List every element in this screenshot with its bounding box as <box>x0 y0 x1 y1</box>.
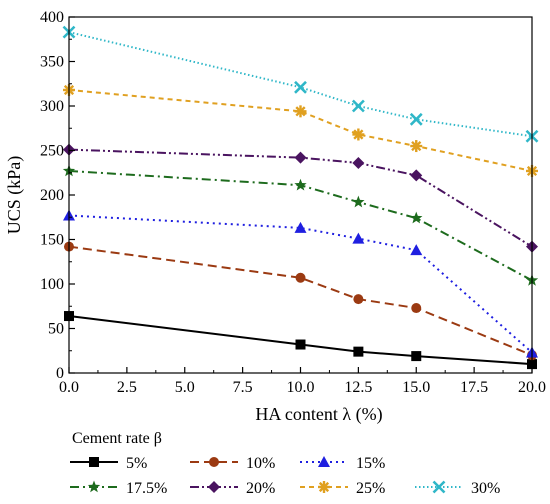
plot-area <box>62 25 539 370</box>
data-point-20%-10 <box>294 151 307 164</box>
data-point-25%-12.5 <box>352 128 365 141</box>
data-point-20%-15 <box>410 169 423 182</box>
x-tick-label: 20.0 <box>518 379 546 396</box>
legend-marker <box>208 481 220 493</box>
legend-label: 17.5% <box>126 480 167 497</box>
series-30% <box>62 25 539 143</box>
legend-label: 30% <box>471 480 500 497</box>
legend-item-17.5%: 17.5% <box>70 480 167 497</box>
data-point-15%-10 <box>294 221 307 233</box>
data-point-17.5%-12.5 <box>352 195 365 208</box>
data-point-15%-15 <box>410 244 423 256</box>
data-point-30%-10 <box>294 80 307 94</box>
series-20% <box>63 143 538 253</box>
legend-item-5%: 5% <box>70 455 147 472</box>
data-point-17.5%-10 <box>294 178 307 191</box>
y-axis-title: UCS (kPa) <box>4 156 25 235</box>
series-line-15% <box>68 214 533 354</box>
y-tick-label: 400 <box>40 9 64 26</box>
legend-label: 20% <box>246 480 275 497</box>
x-tick-label: 2.5 <box>117 379 137 396</box>
data-point-25%-10 <box>294 105 307 118</box>
x-tick-label: 5.0 <box>175 379 195 396</box>
plot-frame <box>68 16 533 374</box>
data-point-5%-15 <box>411 351 422 362</box>
data-point-30%-12.5 <box>351 99 365 113</box>
data-point-15%-12.5 <box>352 232 365 244</box>
legend-label: 15% <box>356 455 385 472</box>
series-line-30% <box>68 31 533 138</box>
legend-marker <box>318 456 330 467</box>
data-point-5%-10 <box>295 339 306 350</box>
data-point-30%-15 <box>409 112 423 126</box>
x-tick-label: 17.5 <box>460 379 488 396</box>
x-axis-title: HA content λ (%) <box>255 404 382 425</box>
series-line-25% <box>68 88 533 172</box>
legend-label: 10% <box>246 455 275 472</box>
series-line-10% <box>68 245 533 357</box>
legend-marker <box>318 481 330 493</box>
y-tick-label: 250 <box>40 143 64 160</box>
y-tick-label: 150 <box>40 232 64 249</box>
axes: 0.0 2.5 5.0 7.5 10.0 12.5 15.0 17.5 20.0 0 50 100 15… <box>40 9 546 396</box>
x-tick-label: 7.5 <box>233 379 253 396</box>
legend-item-15%: 15% <box>300 455 385 472</box>
y-tick-label: 200 <box>40 187 64 204</box>
data-point-5%-12.5 <box>353 346 364 357</box>
legend-item-25%: 25% <box>300 480 385 497</box>
legend-item-10%: 10% <box>190 455 275 472</box>
legend-item-20%: 20% <box>190 480 275 497</box>
series-5% <box>64 311 537 370</box>
data-point-10%-10 <box>295 272 306 283</box>
data-point-20%-12.5 <box>352 156 365 169</box>
legend-marker <box>89 457 99 467</box>
legend-label: 25% <box>356 480 385 497</box>
legend-marker <box>432 480 446 494</box>
x-tick-label: 10.0 <box>287 379 315 396</box>
series-15% <box>63 209 538 358</box>
x-tick-label: 15.0 <box>402 379 430 396</box>
legend: Cement rate β 5% 10% 15% 17.5% 20% 25% 30% <box>70 430 500 497</box>
legend-marker <box>209 457 219 467</box>
data-point-17.5%-15 <box>410 211 423 224</box>
legend-title: Cement rate β <box>72 430 162 447</box>
data-point-25%-15 <box>410 140 423 153</box>
y-tick-label: 300 <box>40 98 64 115</box>
x-tick-label: 12.5 <box>344 379 372 396</box>
y-tick-label: 50 <box>48 321 64 338</box>
y-tick-label: 100 <box>40 276 64 293</box>
data-point-10%-15 <box>411 303 422 314</box>
legend-label: 5% <box>126 455 147 472</box>
data-point-10%-12.5 <box>353 294 364 305</box>
x-tick-label: 0.0 <box>59 379 79 396</box>
y-tick-label: 0 <box>56 365 64 382</box>
legend-item-30%: 30% <box>415 480 500 497</box>
legend-marker <box>87 480 101 493</box>
y-tick-label: 350 <box>40 54 64 71</box>
